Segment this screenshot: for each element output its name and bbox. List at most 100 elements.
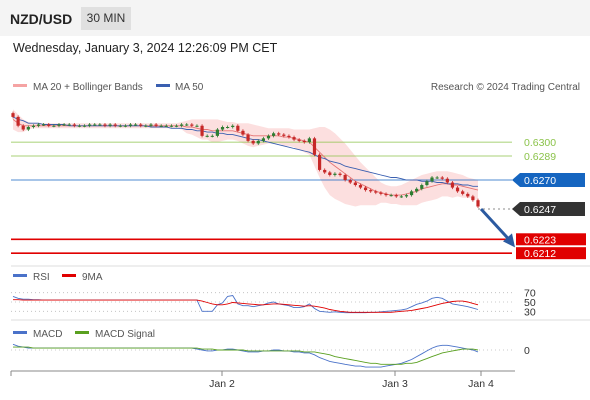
legend-bollinger-label: MA 20 + Bollinger Bands [33, 82, 143, 93]
candle-body-86 [450, 182, 455, 188]
pivot-tag-bg [512, 173, 585, 187]
candle-body-25 [139, 124, 143, 126]
candle-body-21 [118, 125, 122, 127]
candle-body-20 [113, 124, 117, 126]
candle-body-38 [205, 135, 209, 137]
support-label-5: 0.6212 [524, 248, 556, 260]
candle-body-26 [144, 125, 148, 127]
interval-button[interactable]: 30 MIN [81, 7, 131, 30]
candle-body-44 [236, 125, 240, 131]
candle-body-81 [425, 181, 429, 186]
candle-body-22 [123, 125, 128, 127]
candle-body-37 [200, 125, 204, 136]
x-tick-label-1: Jan 3 [382, 378, 408, 390]
support-label-4: 0.6223 [524, 234, 556, 246]
candle-body-30 [164, 125, 168, 127]
candle-body-18 [103, 124, 107, 126]
candle-body-6 [42, 124, 46, 126]
candle-body-2 [21, 125, 25, 130]
candle-body-72 [379, 192, 383, 194]
legend-ma50-label: MA 50 [175, 82, 204, 93]
bollinger-band-area [13, 109, 478, 207]
candle-body-65 [343, 174, 347, 180]
candle-body-82 [430, 177, 434, 182]
candle-body-59 [312, 138, 317, 155]
chart-credit: Research © 2024 Trading Central [431, 82, 580, 93]
candle-body-29 [159, 125, 163, 127]
candle-body-73 [384, 193, 388, 196]
rsi-tick-0: 70 [524, 288, 536, 300]
candle-body-45 [241, 130, 245, 135]
candle-body-88 [461, 191, 465, 194]
header-bar: NZD/USD 30 MIN [0, 0, 590, 36]
candle-body-32 [174, 125, 179, 127]
candle-body-43 [231, 125, 235, 128]
legend-bollinger-swatch [13, 84, 27, 87]
x-tick-label-0: Jan 2 [209, 378, 235, 390]
candle-body-76 [399, 196, 403, 198]
legend-rsi9ma-swatch [62, 274, 76, 277]
candle-body-31 [169, 125, 174, 127]
candle-body-19 [108, 124, 112, 126]
support-tag-bg-5 [516, 247, 586, 260]
forecast-arrow-shaft [479, 207, 510, 240]
candle-body-4 [31, 125, 36, 128]
candle-body-33 [180, 124, 184, 126]
candle-body-66 [348, 180, 352, 183]
candle-body-58 [307, 138, 311, 143]
candle-body-90 [471, 196, 475, 201]
candle-body-83 [435, 177, 439, 179]
candle-body-71 [374, 191, 378, 193]
candle-body-80 [420, 185, 424, 189]
chart-datetime: Wednesday, January 3, 2024 12:26:09 PM C… [13, 41, 278, 55]
candle-body-5 [36, 124, 41, 126]
forecast-arrow-head [503, 233, 515, 248]
rsi-tick-2: 30 [524, 306, 536, 318]
candle-body-56 [297, 139, 301, 141]
candle-body-57 [302, 140, 306, 143]
candle-body-8 [52, 125, 56, 127]
candle-body-24 [134, 124, 138, 126]
candle-body-9 [57, 124, 61, 126]
candle-body-46 [246, 134, 250, 141]
candle-body-0 [11, 113, 15, 117]
candle-body-3 [26, 127, 30, 130]
candle-body-62 [328, 172, 332, 175]
candle-body-85 [445, 178, 449, 183]
candle-body-74 [389, 195, 393, 197]
legend-ma50-swatch [156, 84, 170, 87]
resistance-label-1: 0.6289 [524, 151, 556, 163]
candle-body-91 [476, 200, 480, 207]
resistance-label-0: 0.6300 [524, 137, 556, 149]
candle-body-70 [369, 190, 373, 192]
legend-macd-label: MACD [33, 329, 62, 340]
legend-macd-signal-swatch [75, 331, 89, 334]
candle-body-12 [72, 124, 76, 126]
candle-body-77 [404, 195, 409, 197]
support-tag-bg-4 [516, 233, 586, 246]
candle-body-75 [394, 195, 398, 197]
candle-body-7 [47, 124, 51, 126]
candle-body-10 [62, 124, 66, 126]
legend-rsi-label: RSI [33, 272, 50, 283]
legend-rsi9ma-label: 9MA [82, 272, 103, 283]
macd-tick-0: 0 [524, 345, 530, 357]
candle-body-68 [358, 185, 363, 188]
candle-body-40 [215, 129, 219, 136]
candle-body-39 [210, 135, 214, 137]
last-price-tag-bg [512, 202, 585, 217]
candle-body-61 [323, 169, 327, 173]
candle-body-69 [363, 187, 368, 191]
rsi-tick-1: 50 [524, 297, 536, 309]
ma50-line [12, 116, 478, 187]
candle-body-1 [16, 116, 20, 126]
candle-body-41 [220, 127, 225, 130]
candle-body-60 [317, 154, 322, 170]
legend-rsi-swatch [13, 274, 27, 277]
candle-body-34 [185, 124, 189, 126]
candle-body-55 [292, 137, 296, 140]
candle-body-84 [440, 177, 444, 179]
legend-macd-swatch [13, 331, 27, 334]
candle-body-51 [272, 133, 276, 136]
